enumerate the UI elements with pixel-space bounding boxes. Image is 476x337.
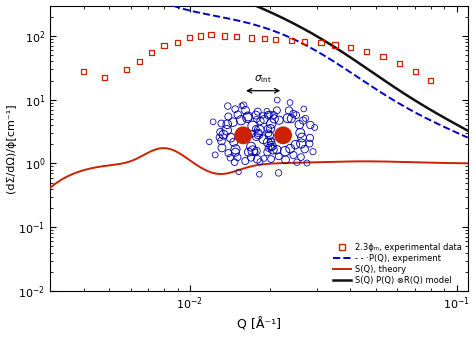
Point [411,68,418,74]
X-axis label: Q [Å⁻¹]: Q [Å⁻¹] [237,318,280,332]
Point [100,75,108,81]
Point [247,35,255,41]
Point [232,34,240,39]
Point [148,50,155,55]
Point [173,39,181,45]
Point [122,67,130,72]
Y-axis label: (dΣ/dΩ)/ϕ[cm⁻¹]: (dΣ/dΩ)/ϕ[cm⁻¹] [6,103,16,193]
Point [317,40,324,45]
Point [330,42,338,48]
Point [378,54,386,60]
Point [160,43,168,49]
Point [207,32,214,37]
Point [79,68,87,74]
Point [395,61,402,66]
Point [300,39,308,44]
Point [426,78,434,83]
Point [220,33,228,39]
Point [186,35,193,40]
Point [362,49,370,54]
Point [197,33,204,39]
Point [271,37,279,42]
Point [136,59,143,64]
Legend: 2.3ϕₘ, experimental data, - - ·P(Q), experiment, S(Q), theory, S(Q) P(Q) ⊗R(Q) m: 2.3ϕₘ, experimental data, - - ·P(Q), exp… [330,241,463,287]
Point [260,36,268,41]
Point [346,45,354,51]
Point [287,38,295,43]
